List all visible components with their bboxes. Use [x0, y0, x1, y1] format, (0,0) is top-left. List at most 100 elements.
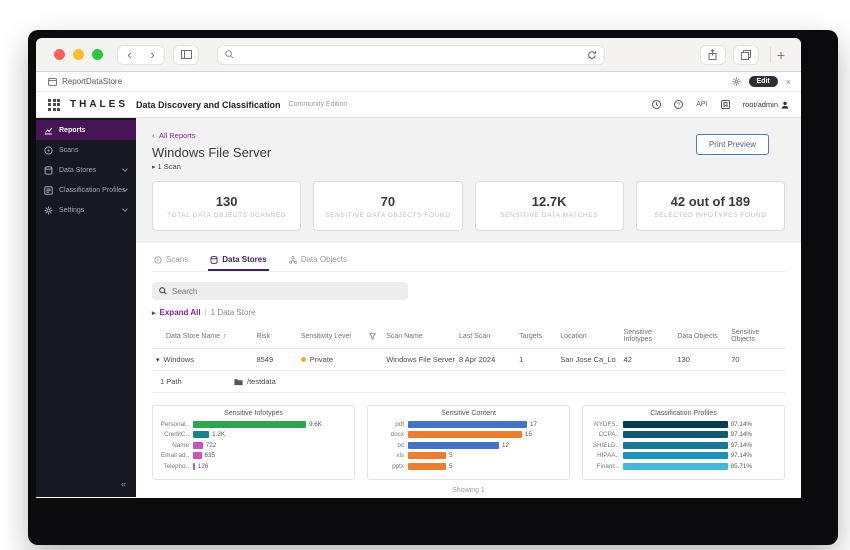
- search-input[interactable]: [172, 286, 401, 296]
- address-input[interactable]: [234, 49, 587, 60]
- col-sensitivity-level[interactable]: Sensitivity Level: [301, 333, 386, 340]
- chart-bar-row: NYDFS.. 97.14%: [589, 420, 778, 428]
- chart-bar: [193, 462, 195, 470]
- chart-track: 97.14%: [623, 452, 778, 459]
- chart-bar: [193, 420, 307, 428]
- breadcrumb[interactable]: ‹ All Reports: [152, 125, 785, 143]
- caret-right-icon: ▸: [152, 164, 156, 171]
- chart-body: Personal.. 9.6K CreditC.. 1.2K Name 722 Email …: [159, 420, 348, 470]
- chart-bar: [193, 431, 210, 438]
- app-grid-icon[interactable]: [48, 98, 60, 111]
- col-label: Last Scan: [458, 332, 491, 340]
- stat-label: Sensitive Data Objects Found: [325, 211, 451, 219]
- tab-data-objects[interactable]: Data Objects: [287, 251, 349, 271]
- chart-value-label: 17: [529, 420, 537, 428]
- minimize-window-button[interactable]: [73, 49, 84, 60]
- tab-row-controls: Edit ×: [731, 76, 791, 87]
- sort-asc-icon[interactable]: ↑: [223, 332, 227, 340]
- sidebar-collapse-icon[interactable]: «: [120, 479, 126, 489]
- page-title: Windows File Server: [152, 145, 272, 160]
- sensitive-infotypes-value: 42: [623, 355, 632, 364]
- new-tab-button[interactable]: +: [769, 46, 791, 63]
- col-sensitive-objects[interactable]: Sensitive Objects: [731, 329, 785, 343]
- settings-gear-icon: [44, 206, 53, 215]
- extensions-icon[interactable]: [731, 77, 741, 86]
- data-stores-table: Data Store Name ↑ Risk Sensitivity Level…: [152, 325, 785, 393]
- api-link[interactable]: API: [696, 101, 708, 108]
- address-bar[interactable]: [217, 44, 605, 65]
- reload-icon[interactable]: [587, 50, 597, 60]
- col-risk[interactable]: Risk: [256, 333, 300, 340]
- data-store-name[interactable]: Windows: [163, 355, 194, 364]
- scan-count-label: 1 Scan: [157, 162, 181, 171]
- chart-bar: [193, 441, 203, 449]
- browser-tab-title[interactable]: ReportDataStore: [62, 77, 123, 86]
- chart-value-label: 9.6K: [309, 420, 322, 428]
- tab-scans[interactable]: Scans: [152, 251, 190, 271]
- content-area: ‹ All Reports Windows File Server ▸ 1 Sca…: [136, 118, 801, 497]
- col-data-store-name[interactable]: Data Store Name ↑: [152, 333, 256, 340]
- chart-bar-row: pptx 5: [374, 462, 563, 470]
- col-data-objects[interactable]: Data Objects: [677, 333, 731, 340]
- col-last-scan[interactable]: Last Scan: [459, 333, 519, 340]
- chart-category-label: Financ..: [596, 462, 619, 470]
- sidebar-item-classification-profiles[interactable]: Classification Profiles: [36, 180, 136, 200]
- stat-card-data-matches: 12.7K Sensitive Data Matches: [474, 181, 624, 231]
- col-scan-name[interactable]: Scan Name: [386, 333, 459, 340]
- sidebar-item-settings[interactable]: Settings: [36, 200, 136, 220]
- table-row[interactable]: ▾ Windows 8549 Private Windows File Serv…: [152, 349, 785, 371]
- user-menu[interactable]: root/admin: [743, 100, 789, 109]
- sidebar-item-reports[interactable]: Reports: [36, 120, 136, 140]
- tab-label: Data Objects: [300, 255, 347, 264]
- sidebar-item-label: Settings: [59, 206, 85, 214]
- sidebar-item-data-stores[interactable]: Data Stores: [36, 160, 136, 180]
- tab-data-stores[interactable]: Data Stores: [208, 251, 269, 271]
- chevron-down-icon: [122, 166, 128, 172]
- chart-bar-row: HIPAA.. 97.14%: [589, 452, 778, 460]
- expand-all-link[interactable]: Expand All: [159, 308, 201, 317]
- sensitivity-cell: Private: [300, 355, 386, 364]
- breadcrumb-link[interactable]: All Reports: [158, 131, 196, 140]
- clock-icon[interactable]: [652, 100, 662, 109]
- search-box[interactable]: [152, 282, 408, 300]
- chart-track: 9.6K: [193, 420, 348, 428]
- location-value: San Jose Ca_Lo: [560, 355, 616, 364]
- chart-value-label: 126: [197, 462, 209, 470]
- col-location[interactable]: Location: [560, 333, 623, 340]
- data-stores-icon: [44, 165, 53, 175]
- sidebar-item-scans[interactable]: Scans: [36, 140, 136, 160]
- zoom-window-button[interactable]: [92, 49, 103, 60]
- folder-icon: [234, 378, 243, 386]
- col-sensitive-infotypes[interactable]: Sensitive Infotypes: [624, 329, 678, 343]
- chart-value-label: 97.14%: [730, 431, 752, 438]
- chart-category-label: xls: [396, 452, 404, 459]
- sidebar-toggle-button[interactable]: [173, 44, 199, 65]
- edit-button[interactable]: Edit: [748, 76, 778, 87]
- share-icon: [708, 48, 717, 60]
- help-icon[interactable]: ?: [674, 100, 684, 109]
- chart-value-label: 5: [448, 452, 453, 459]
- docs-icon[interactable]: [720, 100, 730, 109]
- chart-value-label: 12: [502, 441, 510, 449]
- panel-tabs: Scans Data Stores Data Obj: [152, 251, 785, 272]
- sidebar-icon: [180, 50, 192, 59]
- tab-overview-button[interactable]: [732, 44, 759, 65]
- chart-category-label: pdf: [395, 420, 404, 428]
- chart-track: 12: [408, 441, 563, 449]
- app-header: THALES Data Discovery and Classification…: [36, 92, 801, 118]
- chart-value-label: 97.14%: [730, 441, 752, 449]
- print-preview-button[interactable]: Print Preview: [695, 134, 769, 155]
- chart-category-label: CreditC..: [164, 431, 189, 438]
- scans-icon: [44, 145, 53, 155]
- back-button[interactable]: ‹: [127, 46, 132, 62]
- showing-count: Showing 1: [452, 487, 485, 494]
- scan-count-toggle[interactable]: ▸ 1 Scan: [152, 162, 785, 171]
- forward-button[interactable]: ›: [150, 46, 155, 62]
- col-targets[interactable]: Targets: [519, 333, 560, 340]
- filter-icon[interactable]: [369, 332, 377, 340]
- scans-tab-icon: [154, 255, 162, 264]
- share-button[interactable]: [699, 44, 726, 65]
- close-tab-icon[interactable]: ×: [785, 76, 791, 87]
- row-expand-caret[interactable]: ▾: [156, 356, 160, 364]
- close-window-button[interactable]: [54, 49, 65, 60]
